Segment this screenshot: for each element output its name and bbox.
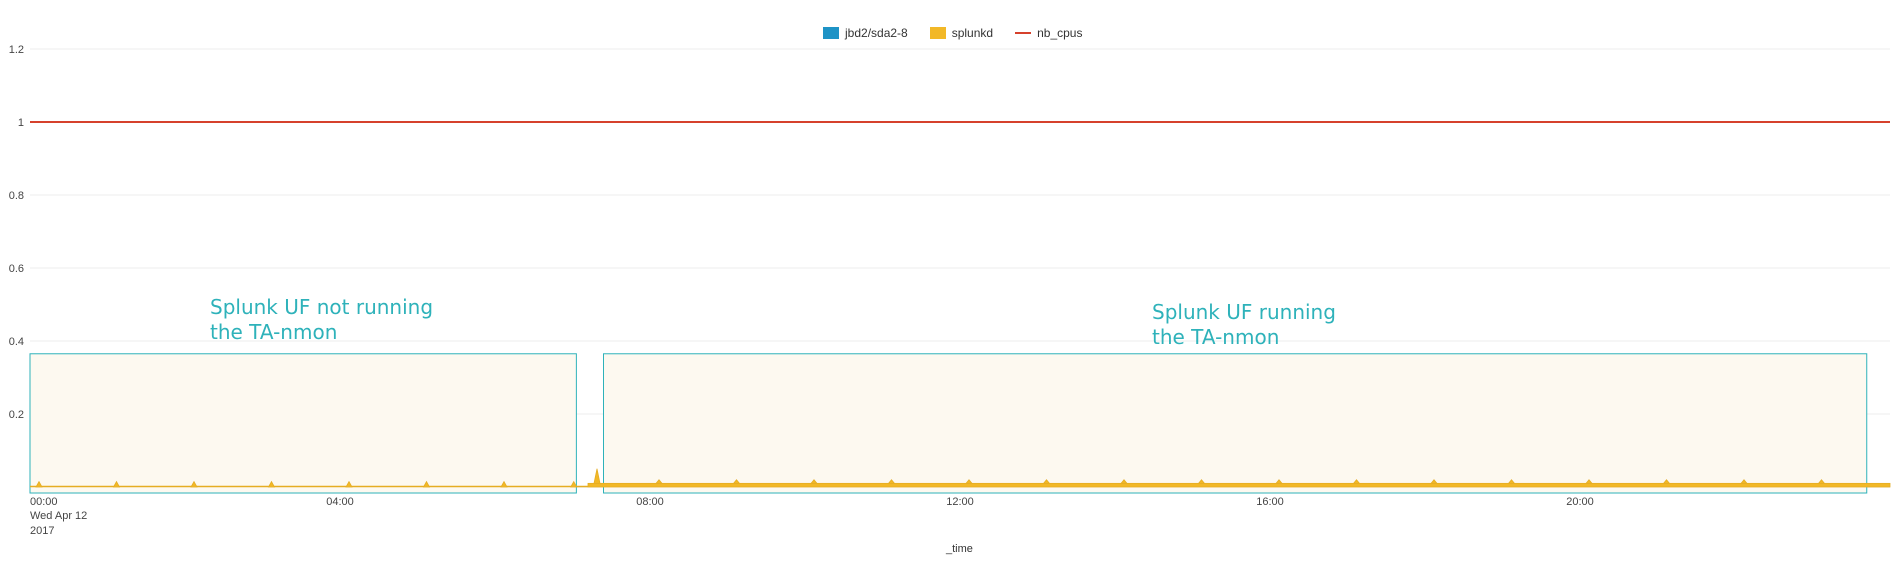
splunkd-spike <box>112 480 121 488</box>
splunkd-spike <box>267 480 276 488</box>
y-tick-label: 0.6 <box>9 263 24 275</box>
splunkd-spike <box>655 479 663 484</box>
splunkd-spike <box>1507 479 1516 484</box>
x-date-label: Wed Apr 12 2017 <box>30 509 87 539</box>
legend-swatch-jbd2 <box>823 27 839 39</box>
x-tick-label: 20:00 <box>1566 496 1594 508</box>
y-tick-label: 1.2 <box>9 44 24 56</box>
splunkd-spike <box>1120 479 1128 484</box>
splunkd-spike <box>1197 479 1206 484</box>
splunkd-spike <box>1662 479 1671 484</box>
annotation-box <box>29 353 577 494</box>
y-tick-label: 0.8 <box>9 190 24 202</box>
y-tick-label: 1 <box>18 117 24 129</box>
legend-swatch-splunkd <box>929 27 946 39</box>
annotation-running: Splunk UF running the TA-nmon <box>1152 300 1336 349</box>
x-axis-title: _time <box>946 543 973 555</box>
y-tick-label: 0.2 <box>9 409 24 421</box>
x-date-line-1: Wed Apr 12 <box>30 510 88 522</box>
legend-label-nb-cpus: nb_cpus <box>1037 26 1083 40</box>
splunkd-spike <box>810 479 818 484</box>
legend-label-jbd2: jbd2/sda2-8 <box>845 26 908 40</box>
splunkd-spike <box>35 480 43 488</box>
x-tick-label: 12:00 <box>946 496 974 508</box>
x-date-line-2: 2017 <box>30 525 55 537</box>
y-tick-label: 0.4 <box>9 336 24 348</box>
splunkd-spike <box>1275 479 1283 484</box>
splunkd-spike <box>965 479 973 484</box>
splunkd-spike <box>1585 479 1593 484</box>
splunkd-spike <box>422 480 431 488</box>
x-tick-label: 04:00 <box>326 496 354 508</box>
legend-item-jbd2[interactable]: jbd2/sda2-8 <box>823 26 908 40</box>
legend-item-nb-cpus[interactable]: nb_cpus <box>1015 26 1082 40</box>
splunkd-spike <box>1352 479 1361 484</box>
splunkd-spike <box>887 479 896 484</box>
splunkd-spike <box>1740 479 1748 484</box>
splunkd-spike <box>593 468 601 484</box>
legend: jbd2/sda2-8 splunkd nb_cpus <box>823 26 1104 40</box>
splunkd-spike <box>345 480 353 488</box>
splunkd-spike <box>500 480 508 488</box>
splunkd-spike <box>732 479 741 484</box>
legend-swatch-nb-cpus <box>1015 32 1032 34</box>
x-tick-label: 00:00 <box>30 496 58 508</box>
annotation-not-running: Splunk UF not running the TA-nmon <box>210 295 434 344</box>
splunkd-spike <box>1817 479 1826 484</box>
legend-label-splunkd: splunkd <box>951 26 994 40</box>
x-tick-label: 16:00 <box>1256 496 1284 508</box>
splunkd-spike <box>1430 479 1438 484</box>
annotation-box <box>603 353 1868 494</box>
splunkd-spike <box>570 480 578 488</box>
legend-item-splunkd[interactable]: splunkd <box>929 26 994 40</box>
splunkd-spike <box>190 480 198 488</box>
splunkd-area-running <box>587 482 1891 488</box>
splunkd-spike <box>1042 479 1051 484</box>
x-tick-label: 08:00 <box>636 496 664 508</box>
